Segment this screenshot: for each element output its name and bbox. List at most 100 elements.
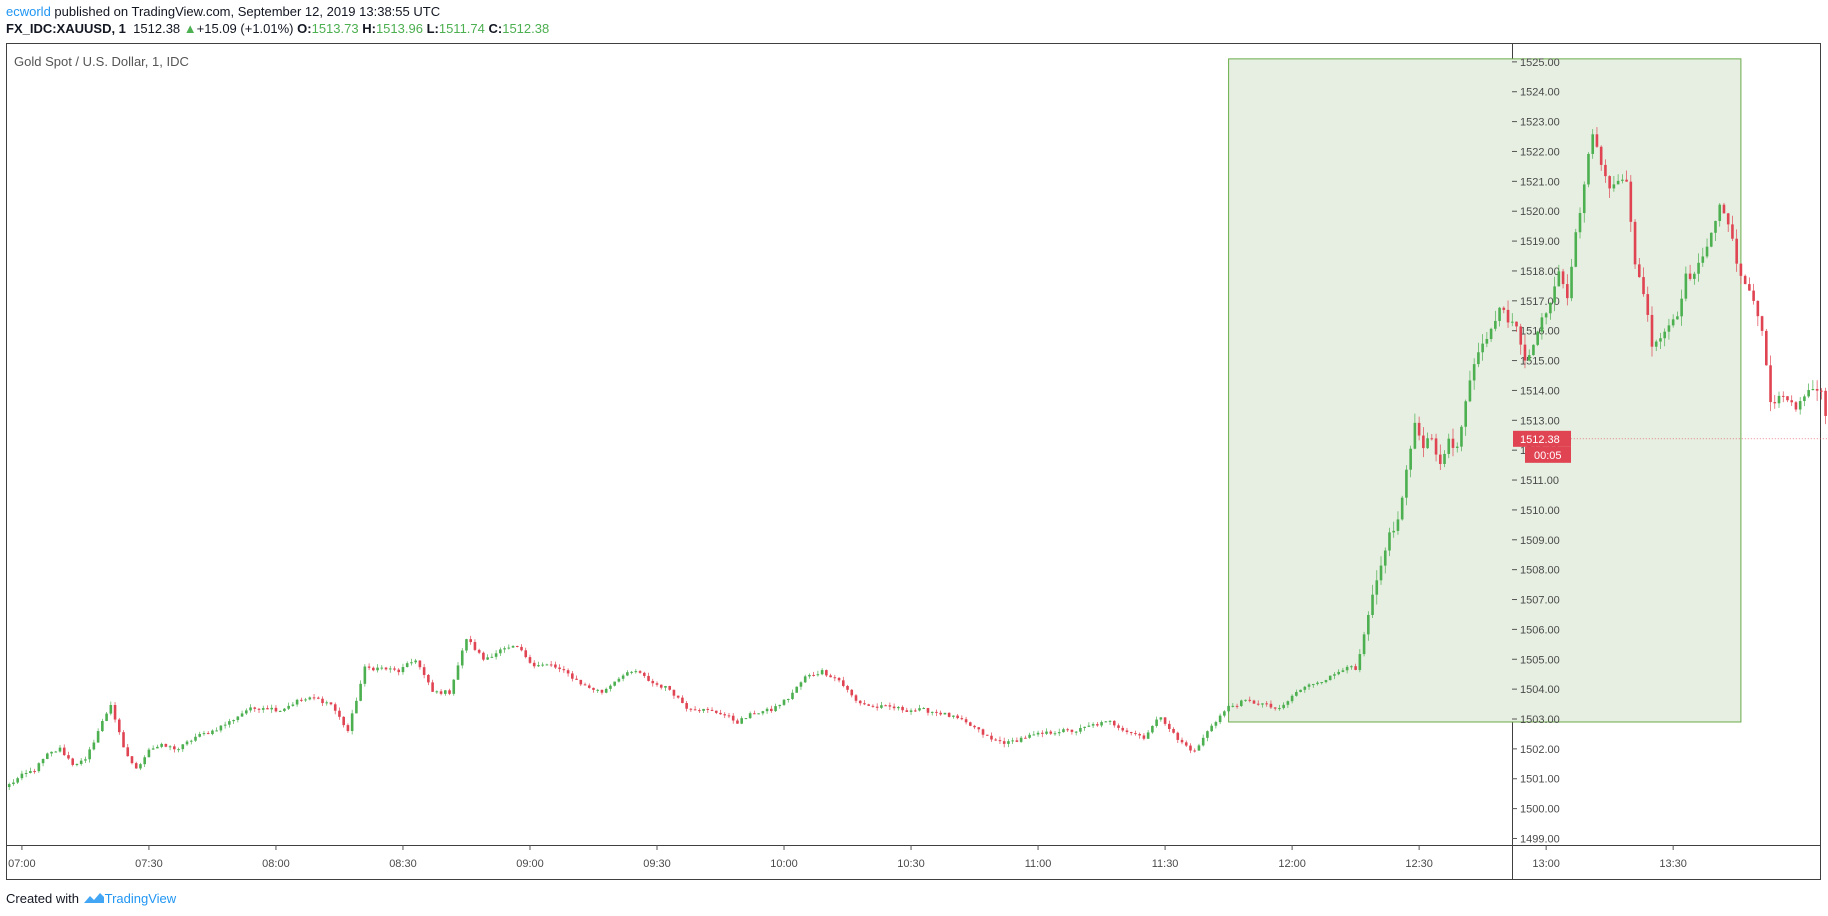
tradingview-brand[interactable]: TradingView	[104, 891, 177, 906]
candle-body	[363, 666, 367, 684]
candle-body	[871, 705, 875, 707]
candle-body	[37, 763, 41, 772]
candle-body	[1303, 686, 1307, 690]
candle-body	[541, 664, 544, 666]
y-tick-label: 1519.00	[1520, 236, 1560, 248]
candle-body	[664, 686, 667, 688]
candle-body	[723, 714, 727, 716]
candle-body	[1265, 703, 1268, 705]
candle-body	[219, 725, 223, 731]
candle-body	[1705, 246, 1709, 257]
candle-body	[75, 764, 79, 766]
candle-body	[1786, 396, 1789, 401]
candle-body	[67, 755, 70, 759]
candle-body	[1146, 732, 1150, 739]
candle-body	[875, 706, 879, 708]
candle-body	[714, 710, 718, 713]
tradingview-logo-icon[interactable]	[83, 891, 105, 906]
candle-body	[1210, 725, 1213, 732]
candle-body	[1172, 728, 1175, 733]
candle-body	[228, 721, 231, 725]
candle-body	[647, 675, 650, 681]
candle-body	[1591, 134, 1595, 154]
candle-body	[1587, 153, 1590, 185]
candle-body	[1244, 699, 1247, 701]
candle-body	[1201, 737, 1205, 746]
y-tick-label: 1505.00	[1520, 654, 1560, 666]
x-tick-label: 10:30	[897, 858, 925, 870]
candle-body	[1811, 388, 1815, 391]
candle-body	[676, 695, 680, 698]
candle-body	[329, 702, 333, 705]
chart-frame[interactable]	[6, 43, 1821, 880]
candle-body	[587, 685, 591, 688]
author-link[interactable]: ecworld	[6, 4, 51, 19]
candle-body	[168, 746, 172, 748]
close-value: 1512.38	[502, 21, 550, 36]
candle-body	[909, 710, 913, 712]
candle-body	[1506, 309, 1510, 323]
candle-body	[1104, 721, 1108, 723]
candle-body	[1062, 729, 1065, 733]
candle-body	[600, 689, 604, 693]
candle-body	[1053, 733, 1057, 735]
candle-body	[1197, 745, 1201, 751]
candle-body	[130, 756, 134, 764]
candle-body	[1045, 731, 1048, 734]
last-price-label: 1512.38	[1520, 434, 1560, 446]
candle-body	[452, 679, 456, 694]
y-tick-label: 1499.00	[1520, 833, 1560, 845]
candle-body	[863, 703, 866, 705]
candle-body	[799, 682, 803, 687]
candle-body	[181, 744, 185, 750]
candle-body	[401, 666, 405, 673]
candle-body	[549, 664, 553, 666]
candle-body	[185, 741, 189, 745]
candle-body	[490, 656, 494, 658]
candle-body	[1697, 262, 1700, 274]
candle-body	[575, 678, 578, 680]
candle-body	[1383, 550, 1387, 566]
candle-body	[1684, 273, 1688, 299]
candle-body	[930, 711, 934, 713]
candle-body	[1057, 732, 1061, 734]
candle-body	[736, 720, 739, 724]
candle-body	[194, 736, 197, 741]
x-tick-label: 09:30	[643, 858, 671, 870]
candle-body	[562, 669, 566, 671]
candle-body	[1299, 689, 1302, 692]
candle-body	[1536, 331, 1539, 345]
candle-body	[410, 662, 413, 664]
candle-body	[1637, 264, 1641, 278]
candle-body	[405, 663, 409, 667]
candle-body	[1582, 184, 1586, 214]
candle-body	[1087, 725, 1091, 727]
x-tick-label: 07:30	[135, 858, 163, 870]
candle-body	[880, 705, 883, 708]
candle-body	[651, 680, 655, 684]
candle-body	[731, 715, 735, 721]
x-tick-label: 09:00	[516, 858, 544, 870]
candle-body	[1760, 316, 1764, 331]
candle-body	[778, 704, 782, 707]
candle-body	[1709, 232, 1713, 247]
candle-body	[1477, 352, 1480, 365]
candle-body	[62, 747, 66, 756]
candle-body	[1578, 213, 1582, 233]
candle-body	[1316, 682, 1319, 685]
candle-body	[981, 729, 985, 735]
candle-body	[1621, 179, 1624, 181]
x-tick-label: 11:30	[1152, 858, 1179, 870]
candle-body	[1176, 732, 1180, 740]
candle-body	[20, 773, 24, 779]
candle-body	[969, 722, 972, 726]
y-tick-label: 1500.00	[1520, 804, 1560, 816]
candle-body	[1646, 294, 1650, 315]
candle-body	[1345, 666, 1349, 671]
candle-body	[101, 721, 104, 732]
y-tick-label: 1514.00	[1520, 385, 1560, 397]
symbol-label: FX_IDC:XAUUSD, 1	[6, 21, 126, 36]
candle-body	[803, 676, 807, 683]
candle-body	[1781, 395, 1785, 397]
